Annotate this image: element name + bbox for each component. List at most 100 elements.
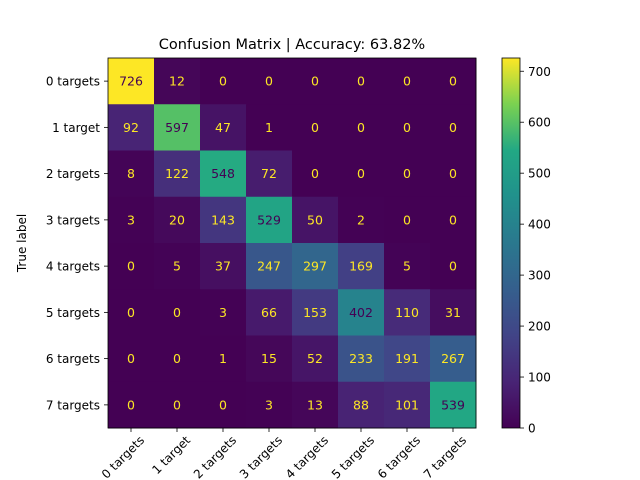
heatmap-cell (292, 196, 339, 244)
cell-value-label: 247 (257, 259, 281, 274)
cell-value-label: 0 (127, 259, 135, 274)
heatmap-cell (338, 104, 385, 151)
cell-value-label: 0 (403, 120, 411, 135)
heatmap-cell (108, 243, 155, 290)
heatmap-cell (108, 289, 155, 336)
cell-value-label: 0 (173, 397, 181, 412)
cell-value-label: 0 (219, 74, 227, 89)
heatmap-cell (154, 196, 201, 244)
heatmap-cell (200, 243, 247, 290)
cell-value-label: 1 (219, 351, 227, 366)
colorbar-tick-label: 300 (528, 269, 551, 283)
cell-value-label: 0 (449, 212, 457, 227)
cell-value-label: 5 (403, 259, 411, 274)
cell-value-label: 0 (311, 166, 319, 181)
heatmap-cell (108, 196, 155, 244)
cell-value-label: 31 (445, 305, 461, 320)
cell-value-label: 0 (173, 351, 181, 366)
heatmap-cell (108, 150, 155, 198)
colorbar-tick-label: 400 (528, 218, 551, 232)
row-tick-label: 5 targets (46, 306, 100, 320)
heatmap-cell (154, 335, 201, 383)
heatmap-cell (338, 196, 385, 244)
heatmap-cell (430, 58, 477, 105)
heatmap-cell (384, 104, 431, 151)
cell-value-label: 66 (261, 305, 277, 320)
col-tick-label: 2 targets (191, 433, 239, 480)
cell-value-label: 50 (307, 212, 323, 227)
cell-value-label: 3 (219, 305, 227, 320)
heatmap-cell (246, 335, 293, 383)
heatmap-cell (246, 289, 293, 336)
cell-value-label: 0 (173, 305, 181, 320)
cell-value-label: 529 (257, 212, 281, 227)
cell-value-label: 0 (311, 120, 319, 135)
colorbar-tick-labels: 0 100 200 300 400 500 600 700 (520, 65, 551, 436)
chart-title: Confusion Matrix | Accuracy: 63.82% (159, 37, 425, 53)
heatmap-cell (384, 58, 431, 105)
cell-value-label: 110 (395, 305, 419, 320)
heatmap-cell (154, 243, 201, 290)
cell-value-label: 267 (441, 351, 465, 366)
cell-value-label: 0 (127, 351, 135, 366)
heatmap-cell (338, 381, 385, 429)
cell-value-label: 20 (169, 212, 185, 227)
heatmap-cell (200, 196, 247, 244)
cell-value-label: 0 (449, 259, 457, 274)
row-tick-label: 6 targets (46, 352, 100, 366)
heatmap-cell (430, 196, 477, 244)
cell-value-label: 52 (307, 351, 323, 366)
row-tick-labels: 0 targets 1 target 2 targets 3 targets 4 tar… (46, 75, 108, 412)
heatmap-cell (338, 335, 385, 383)
heatmap-cell (292, 381, 339, 429)
cell-value-label: 169 (349, 259, 373, 274)
cell-value-label: 191 (395, 351, 419, 366)
col-tick-label: 4 targets (283, 433, 331, 480)
heatmap-cells (108, 58, 477, 429)
heatmap-cell (246, 243, 293, 290)
heatmap-cell (108, 381, 155, 429)
heatmap-cell (430, 243, 477, 290)
row-tick-label: 0 targets (46, 75, 100, 89)
cell-value-label: 0 (219, 397, 227, 412)
col-tick-label: 5 targets (329, 433, 377, 480)
cell-value-label: 153 (303, 305, 327, 320)
y-axis-label: True label (15, 214, 29, 273)
heatmap-cell (292, 289, 339, 336)
colorbar-tick-label: 700 (528, 65, 551, 79)
cell-value-label: 0 (449, 74, 457, 89)
heatmap-cell (200, 58, 247, 105)
col-tick-label: 7 targets (421, 433, 469, 480)
heatmap-frame (107, 57, 477, 429)
heatmap-cell (384, 289, 431, 336)
cell-value-label: 0 (449, 166, 457, 181)
col-tick-label: 1 target (149, 433, 193, 477)
colorbar (501, 57, 521, 429)
heatmap-cell (246, 381, 293, 429)
heatmap-cell (246, 58, 293, 105)
heatmap-cell (430, 381, 477, 429)
row-tick-label: 4 targets (46, 260, 100, 274)
cell-value-label: 0 (357, 166, 365, 181)
heatmap-cell (292, 243, 339, 290)
heatmap-cell (200, 104, 247, 151)
colorbar-tick-label: 200 (528, 320, 551, 334)
cell-value-label: 548 (211, 166, 235, 181)
heatmap-cell (384, 335, 431, 383)
cell-value-label: 122 (165, 166, 189, 181)
heatmap-cell (200, 381, 247, 429)
cell-value-label: 101 (395, 397, 419, 412)
cell-value-label: 0 (403, 166, 411, 181)
cell-labels: 726 12 0 0 0 0 0 092 597 47 1 0 0 0 08 122 548 72 0 0 0 03 20 1… (119, 74, 465, 413)
heatmap-cell (292, 58, 339, 105)
cell-value-label: 3 (265, 397, 273, 412)
heatmap-cell (338, 243, 385, 290)
cell-value-label: 539 (441, 397, 465, 412)
cell-value-label: 8 (127, 166, 135, 181)
heatmap-cell (292, 104, 339, 151)
heatmap-cell (338, 150, 385, 198)
cell-value-label: 297 (303, 259, 327, 274)
row-tick-label: 1 target (52, 121, 100, 135)
heatmap-cell (384, 150, 431, 198)
